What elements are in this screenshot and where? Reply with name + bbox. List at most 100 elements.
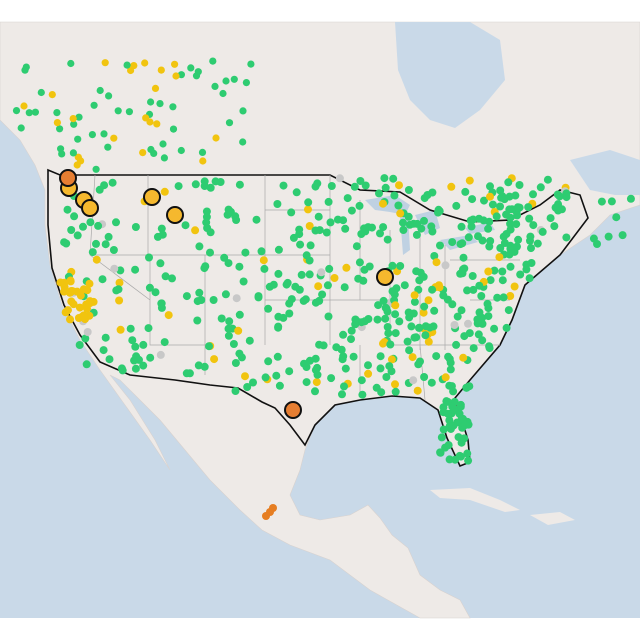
alert-marker — [284, 401, 302, 419]
sensor-dot — [168, 274, 176, 283]
sensor-dot — [305, 222, 314, 230]
sensor-dot — [430, 252, 439, 260]
sensor-dot — [79, 222, 87, 231]
sensor-dot — [444, 441, 453, 450]
sensor-dot — [339, 330, 348, 339]
sensor-dot — [506, 292, 515, 300]
sensor-dot — [460, 332, 469, 341]
sensor-dot — [157, 299, 166, 308]
sensor-dot — [434, 208, 442, 217]
sensor-dot — [69, 300, 78, 309]
sensor-dot — [436, 448, 445, 457]
sensor-dot — [206, 248, 214, 257]
sensor-dot — [285, 299, 294, 308]
sensor-dot — [356, 177, 365, 185]
sensor-dot — [31, 108, 39, 116]
sensor-dot — [488, 200, 497, 209]
sensor-dot — [394, 201, 403, 210]
sensor-dot — [269, 280, 278, 289]
sensor-dot — [59, 287, 68, 296]
sensor-dot — [315, 340, 324, 349]
sensor-dot — [259, 256, 268, 265]
sensor-dot — [465, 176, 474, 185]
hudson-bay — [395, 22, 505, 128]
sensor-dot — [159, 140, 167, 148]
sensor-dot — [287, 208, 296, 217]
sensor-dot — [147, 98, 155, 106]
sensor-dot — [403, 337, 412, 346]
sensor-dot — [467, 222, 476, 231]
sensor-dot — [322, 228, 331, 237]
sensor-dot — [475, 308, 484, 317]
sensor-dot — [252, 215, 261, 224]
sensor-dot — [200, 182, 209, 190]
sensor-dot — [156, 350, 165, 359]
sensor-dot — [463, 449, 472, 458]
sensor-dot — [377, 388, 386, 397]
sensor-dot — [473, 315, 482, 324]
sensor-dot — [420, 302, 429, 311]
sensor-dot — [260, 264, 269, 273]
sensor-dot — [380, 174, 389, 183]
sensor-dot — [419, 272, 428, 281]
sensor-dot — [139, 149, 147, 157]
sensor-dot — [67, 59, 75, 68]
sensor-dot — [410, 297, 419, 306]
sensor-dot — [247, 60, 255, 68]
sensor-dot — [182, 292, 191, 301]
sensor-dot — [108, 178, 117, 187]
sensor-dot — [524, 203, 533, 212]
sensor-dot — [75, 341, 84, 349]
sensor-dot — [323, 281, 332, 290]
sensor-dot — [357, 230, 366, 238]
sensor-dot — [424, 296, 433, 305]
sensor-dot — [199, 157, 207, 165]
sensor-dot — [254, 293, 263, 302]
sensor-dot — [63, 306, 72, 315]
sensor-dot — [131, 265, 140, 274]
sensor-dot — [132, 352, 141, 361]
sensor-dot — [376, 352, 385, 361]
sensor-dot — [191, 180, 200, 189]
sensor-dot — [160, 187, 169, 196]
sensor-dot — [413, 219, 422, 228]
sensor-dot — [347, 206, 356, 215]
sensor-dot — [490, 324, 499, 333]
sensor-dot — [550, 222, 559, 231]
sensor-dot — [257, 247, 266, 256]
sensor-dot — [230, 75, 238, 83]
sensor-dot — [379, 199, 387, 208]
sensor-dot — [536, 183, 545, 192]
sensor-dot — [85, 279, 94, 288]
sensor-dot — [75, 113, 83, 121]
sensor-dot — [195, 242, 204, 251]
sensor-dot — [75, 303, 84, 312]
sensor-dot — [262, 512, 270, 520]
sensor-dot — [357, 376, 366, 385]
sensor-dot — [164, 311, 173, 320]
sensor-dot — [459, 353, 468, 362]
sensor-dot — [241, 372, 249, 381]
sensor-dot — [461, 187, 470, 196]
sensor-dot — [513, 203, 522, 212]
sensor-dot — [612, 213, 621, 222]
sensor-dot — [604, 232, 613, 241]
sensor-dot — [419, 308, 428, 317]
sensor-dot — [274, 245, 283, 254]
sensor-dot — [104, 143, 112, 151]
sensor-dot — [407, 322, 416, 331]
sensor-dot — [437, 433, 446, 442]
sensor-dot — [376, 364, 385, 373]
sensor-dot — [285, 367, 294, 376]
sensor-dot — [382, 373, 391, 381]
sensor-dot — [200, 264, 209, 273]
sensor-dot — [235, 349, 244, 358]
sensor-dot — [373, 315, 382, 324]
alert-marker — [59, 169, 77, 187]
sensor-dot — [395, 317, 404, 326]
sensor-dot — [153, 120, 161, 128]
sensor-dot — [343, 194, 352, 203]
sensor-dot — [269, 504, 277, 512]
sensor-dot — [311, 298, 320, 307]
